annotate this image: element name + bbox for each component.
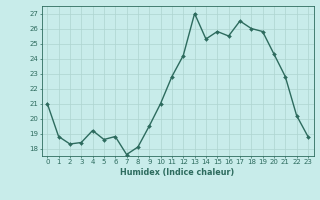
X-axis label: Humidex (Indice chaleur): Humidex (Indice chaleur)	[120, 168, 235, 177]
